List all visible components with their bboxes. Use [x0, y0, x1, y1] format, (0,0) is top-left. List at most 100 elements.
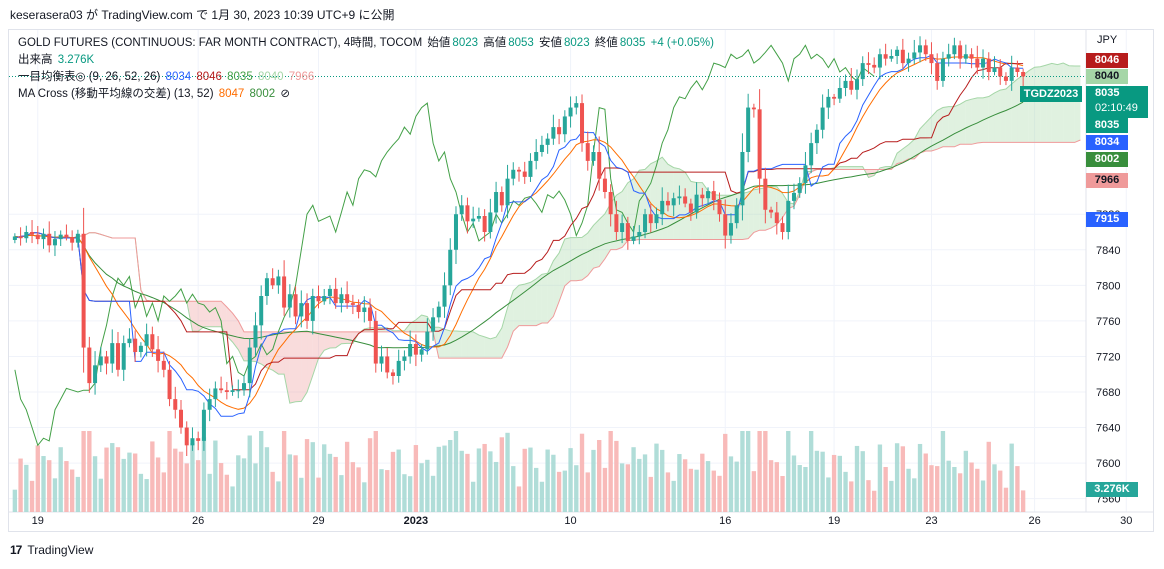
legend-close-label: 終値 — [594, 37, 618, 49]
cloud-segment — [209, 301, 216, 327]
volume-bar — [923, 453, 928, 512]
volume-bar — [104, 447, 109, 512]
volume-bar — [207, 473, 212, 512]
candle — [219, 388, 224, 391]
volume-bar — [545, 449, 550, 512]
candle — [408, 344, 413, 357]
volume-bar — [1003, 487, 1009, 512]
candle — [677, 196, 682, 199]
volume-bar — [287, 454, 293, 512]
candle — [981, 58, 986, 68]
candle — [683, 196, 688, 204]
volume-bar — [448, 440, 453, 512]
volume-bar — [940, 431, 946, 512]
cloud-segment — [857, 166, 863, 170]
x-tick-label: 23 — [925, 515, 937, 527]
cloud-segment — [656, 157, 663, 240]
volume-bar — [18, 458, 23, 512]
candle — [385, 356, 390, 373]
senkou-span-a-line — [72, 62, 1081, 404]
candle — [35, 234, 40, 240]
badge-ma-slow: 8002 — [1086, 152, 1128, 167]
candle — [809, 143, 814, 166]
cloud-segment — [782, 193, 789, 218]
cloud-segment — [582, 233, 588, 281]
volume-bar — [69, 469, 75, 512]
cloud-segment — [914, 128, 921, 159]
candle — [975, 58, 980, 68]
cloud-segment — [994, 90, 1001, 143]
candle — [849, 80, 854, 90]
cloud-segment — [450, 330, 456, 359]
candle — [310, 296, 315, 321]
cloud-segment — [1034, 66, 1041, 143]
volume-bar — [310, 442, 315, 512]
volume-bar — [184, 463, 189, 512]
candle — [270, 278, 275, 286]
volume-bar — [866, 480, 871, 512]
legend-open: 8023 — [452, 37, 479, 49]
cloud-segment — [203, 301, 210, 327]
candle — [127, 338, 132, 344]
candle — [608, 192, 613, 215]
candle — [476, 216, 481, 219]
volume-bar — [402, 474, 407, 512]
candle — [402, 356, 407, 361]
candle — [803, 165, 808, 184]
volume-bar — [837, 455, 842, 512]
y-tick-label: 7720 — [1096, 351, 1120, 363]
candle — [877, 54, 882, 68]
legend-open-label: 始値 — [427, 37, 451, 49]
cloud-segment — [845, 166, 852, 170]
candle — [631, 236, 636, 241]
candle — [178, 409, 184, 428]
volume-bar — [826, 477, 831, 512]
volume-bar — [24, 464, 29, 512]
legend-ichimoku-row: 一目均衡表◎ (9, 26, 52, 26) 8034 8046 8035 80… — [18, 68, 316, 84]
volume-bar — [459, 450, 464, 512]
candle — [327, 288, 332, 296]
candle — [728, 223, 733, 236]
volume-bar — [677, 454, 682, 512]
volume-bar — [41, 456, 46, 512]
candle — [41, 233, 46, 240]
candle — [150, 334, 155, 350]
candle — [757, 109, 762, 179]
candle — [637, 232, 642, 237]
volume-bar — [150, 441, 155, 512]
volume-bar — [167, 431, 172, 512]
volume-bar — [980, 480, 986, 512]
cloud-segment — [564, 237, 571, 286]
candle — [711, 191, 716, 200]
cloud-segment — [1011, 79, 1018, 143]
candle — [373, 320, 378, 364]
candle — [30, 232, 35, 235]
candle — [528, 160, 533, 177]
candle — [958, 45, 963, 59]
volume-bar — [1020, 490, 1026, 512]
candle — [419, 349, 424, 355]
chikou-span-line — [14, 44, 875, 447]
ma-slow-line — [14, 101, 1024, 349]
legend-high-label: 高値 — [483, 37, 507, 49]
volume-bar — [196, 460, 201, 512]
candle — [769, 209, 774, 213]
legend-kijun: 8046 — [196, 71, 222, 83]
volume-bar — [47, 460, 52, 512]
candle — [494, 192, 499, 213]
volume-bar — [591, 449, 596, 512]
symbol-badge: TGDZ2023 — [1020, 86, 1082, 102]
badge-span-b: 7966 — [1086, 173, 1128, 188]
candle — [98, 356, 103, 366]
last-price: 8035 — [1095, 87, 1120, 99]
cloud-segment — [301, 331, 308, 402]
candle — [654, 214, 659, 224]
volume-bar — [872, 490, 877, 512]
candle — [47, 233, 52, 246]
volume-bar — [660, 449, 665, 512]
ma-fast-line — [14, 56, 1024, 410]
volume-bar — [682, 459, 688, 512]
candle — [1003, 76, 1008, 81]
volume-bar — [276, 481, 281, 512]
